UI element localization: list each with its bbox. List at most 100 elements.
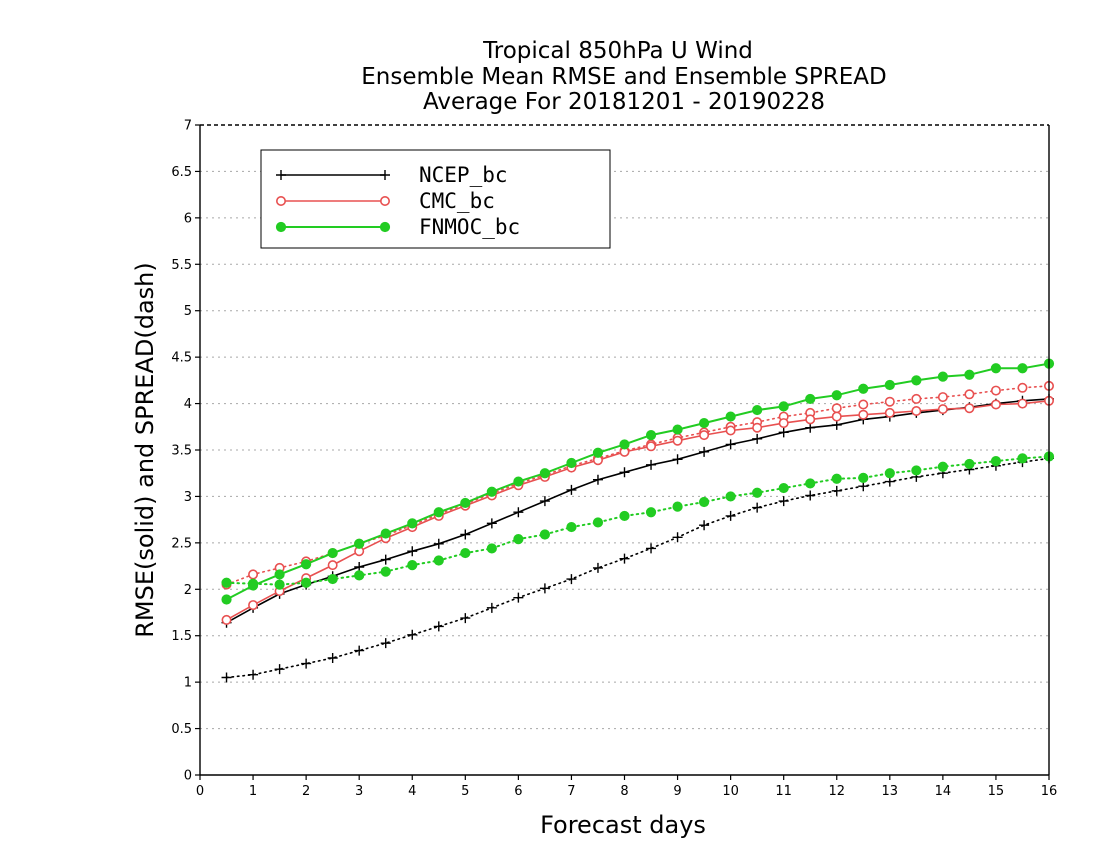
legend-label: CMC_bc: [419, 189, 495, 213]
cmc-bc-rmse-point: [221, 614, 232, 625]
fnmoc-bc-spread-point: [380, 566, 391, 577]
cmc-bc-rmse-point: [248, 600, 259, 611]
x-tick-label: 3: [355, 784, 363, 799]
cmc-bc-rmse-series: [221, 395, 1055, 625]
fnmoc-bc-rmse-point: [858, 383, 869, 394]
ncep-bc-spread-point: [433, 621, 444, 632]
y-tick-label: 1: [184, 676, 192, 691]
fnmoc-bc-rmse-point: [725, 411, 736, 422]
y-tick-label: 3.5: [171, 444, 192, 459]
ncep-bc-rmse-point: [380, 554, 391, 565]
ncep-bc-rmse-point: [778, 427, 789, 438]
cmc-bc-spread-point: [1017, 382, 1028, 393]
fnmoc-bc-rmse-point: [964, 369, 975, 380]
fnmoc-bc-rmse-point: [619, 439, 630, 450]
ncep-bc-spread-point: [301, 658, 312, 669]
cmc-bc-spread-point: [858, 399, 869, 410]
ncep-bc-spread-series: [221, 453, 1054, 683]
fnmoc-bc-rmse-point: [327, 547, 338, 559]
fnmoc-bc-spread-series: [221, 451, 1055, 590]
legend-marker: [379, 221, 391, 233]
legend-item-fnmoc-bc: FNMOC_bc: [275, 215, 520, 239]
ncep-bc-spread-point: [805, 490, 816, 501]
x-tick-label: 14: [935, 784, 952, 799]
x-tick-label: 12: [828, 784, 845, 799]
ncep-bc-rmse-point: [672, 454, 683, 465]
y-tick-label: 2: [184, 583, 192, 598]
ncep-bc-rmse-point: [646, 459, 657, 470]
y-tick-label: 2.5: [171, 536, 192, 551]
fnmoc-bc-spread-point: [539, 529, 551, 540]
legend-marker: [275, 196, 286, 207]
fnmoc-bc-rmse-point: [566, 457, 577, 469]
fnmoc-bc-spread-point: [460, 547, 471, 559]
legend-item-cmc-bc: CMC_bc: [275, 189, 495, 213]
fnmoc-bc-spread-point: [778, 482, 789, 494]
ncep-bc-rmse-series: [221, 393, 1054, 628]
cmc-bc-rmse-point: [778, 418, 789, 429]
ncep-bc-spread-point: [831, 485, 842, 496]
legend-label: FNMOC_bc: [419, 215, 520, 239]
ncep-bc-rmse-point: [805, 422, 816, 433]
legend-marker: [379, 196, 390, 207]
ncep-bc-rmse-point: [539, 496, 550, 507]
ncep-bc-spread-point: [619, 553, 630, 564]
fnmoc-bc-rmse-point: [460, 497, 471, 509]
ncep-bc-spread-point: [513, 592, 524, 603]
x-tick-label: 11: [775, 784, 792, 799]
y-tick-label: 5.5: [171, 258, 192, 273]
fnmoc-bc-rmse-point: [831, 390, 842, 401]
fnmoc-bc-spread-point: [619, 510, 630, 522]
title-line-3: Average For 20181201 - 20190228: [423, 89, 825, 115]
ncep-bc-rmse-point: [619, 467, 630, 478]
ncep-bc-rmse-line: [226, 398, 1050, 624]
cmc-bc-spread-point: [884, 396, 895, 407]
y-axis-label: RMSE(solid) and SPREAD(dash): [131, 262, 159, 638]
fnmoc-bc-rmse-point: [539, 468, 551, 479]
fnmoc-bc-rmse-point: [805, 393, 816, 405]
cmc-bc-rmse-point: [752, 422, 763, 433]
x-tick-label: 0: [196, 784, 204, 799]
fnmoc-bc-spread-point: [990, 456, 1002, 467]
cmc-bc-rmse-point: [884, 407, 895, 418]
fnmoc-bc-rmse-series: [221, 358, 1055, 605]
y-tick-label: 7: [184, 119, 192, 134]
fnmoc-bc-spread-point: [725, 491, 736, 502]
ncep-bc-rmse-point: [831, 419, 842, 430]
cmc-bc-spread-line: [225, 385, 1050, 586]
x-axis-ticks: 0 1 2 3 4 5 6 7 8 9 10 11 12 13 14 15 16: [196, 775, 1057, 799]
x-tick-label: 16: [1041, 784, 1058, 799]
ncep-bc-spread-point: [327, 653, 338, 663]
x-tick-label: 5: [461, 784, 469, 799]
ncep-bc-spread-point: [274, 664, 285, 675]
ncep-bc-rmse-point: [725, 439, 736, 450]
chart-title: Tropical 850hPa U Wind Ensemble Mean RMS…: [361, 38, 886, 115]
x-tick-label: 7: [567, 784, 575, 799]
fnmoc-bc-rmse-point: [1017, 363, 1028, 374]
x-tick-label: 2: [302, 784, 310, 799]
fnmoc-bc-rmse-point: [513, 476, 524, 487]
fnmoc-bc-rmse-point: [778, 401, 789, 412]
ncep-bc-spread-point: [486, 602, 497, 613]
fnmoc-bc-spread-point: [327, 573, 338, 585]
cmc-bc-rmse-point: [805, 414, 816, 425]
ncep-bc-spread-point: [752, 502, 763, 513]
fnmoc-bc-spread-point: [752, 487, 763, 498]
fnmoc-bc-rmse-point: [380, 528, 391, 539]
fnmoc-bc-spread-point: [937, 461, 948, 472]
legend-box: [260, 149, 611, 249]
ncep-bc-rmse-point: [592, 474, 603, 485]
cmc-bc-rmse-line: [226, 400, 1050, 621]
x-tick-label: 9: [673, 784, 681, 799]
cmc-bc-rmse-point: [964, 403, 975, 414]
fnmoc-bc-rmse-point: [645, 430, 657, 441]
fnmoc-bc-rmse-point: [407, 518, 418, 529]
y-tick-label: 1.5: [171, 629, 192, 644]
fnmoc-bc-rmse-point: [698, 417, 710, 429]
x-tick-label: 15: [988, 784, 1005, 799]
fnmoc-bc-spread-point: [884, 468, 895, 479]
fnmoc-bc-rmse-point: [221, 594, 232, 605]
x-axis-label: Forecast days: [540, 811, 706, 839]
ncep-bc-spread-point: [354, 645, 365, 656]
